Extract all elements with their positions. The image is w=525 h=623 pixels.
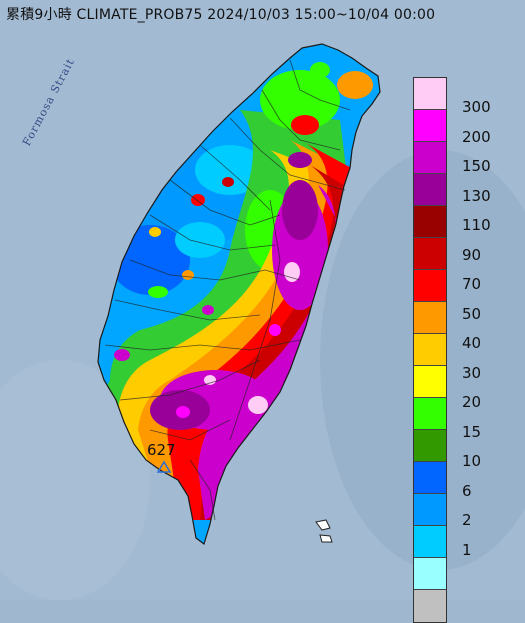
legend-swatch xyxy=(414,398,446,430)
legend-label: 130 xyxy=(462,186,491,205)
max-value-label: 627 xyxy=(147,441,176,459)
legend-swatch xyxy=(414,206,446,238)
map-title: 累積9小時 CLIMATE_PROB75 2024/10/03 15:00~10… xyxy=(6,7,436,23)
legend-swatch xyxy=(414,494,446,526)
color-legend xyxy=(413,77,447,623)
orchid-island xyxy=(319,534,333,543)
legend-label: 300 xyxy=(462,98,491,116)
legend-swatch xyxy=(414,238,446,270)
legend-label: 70 xyxy=(462,275,482,293)
legend-label: 10 xyxy=(462,452,482,470)
legend-swatch xyxy=(414,142,446,174)
legend-swatch xyxy=(414,78,446,110)
legend-label: 200 xyxy=(462,127,491,146)
legend-swatch xyxy=(414,558,446,590)
legend-swatch xyxy=(414,174,446,206)
legend-swatch xyxy=(414,110,446,142)
legend-label: 30 xyxy=(462,363,482,382)
legend-swatch xyxy=(414,334,446,366)
county-boundaries xyxy=(104,59,351,521)
legend-swatch xyxy=(414,270,446,302)
legend-label: 90 xyxy=(462,245,482,264)
legend-swatch xyxy=(414,366,446,398)
legend-swatch xyxy=(414,590,446,622)
green-island xyxy=(315,519,331,531)
legend-label: 6 xyxy=(462,481,472,500)
legend-swatch xyxy=(414,462,446,494)
taiwan-coastline xyxy=(97,43,381,545)
legend-label: 50 xyxy=(462,304,482,323)
legend-swatch xyxy=(414,302,446,334)
legend-label: 15 xyxy=(462,422,482,441)
legend-swatch xyxy=(414,526,446,558)
legend-label: 110 xyxy=(462,216,491,234)
legend-label: 150 xyxy=(462,157,491,175)
legend-label: 2 xyxy=(462,511,472,529)
legend-label: 1 xyxy=(462,540,472,559)
max-value-marker-icon xyxy=(156,460,172,473)
legend-swatch xyxy=(414,430,446,462)
legend-label: 40 xyxy=(462,334,482,352)
legend-label: 20 xyxy=(462,393,482,411)
